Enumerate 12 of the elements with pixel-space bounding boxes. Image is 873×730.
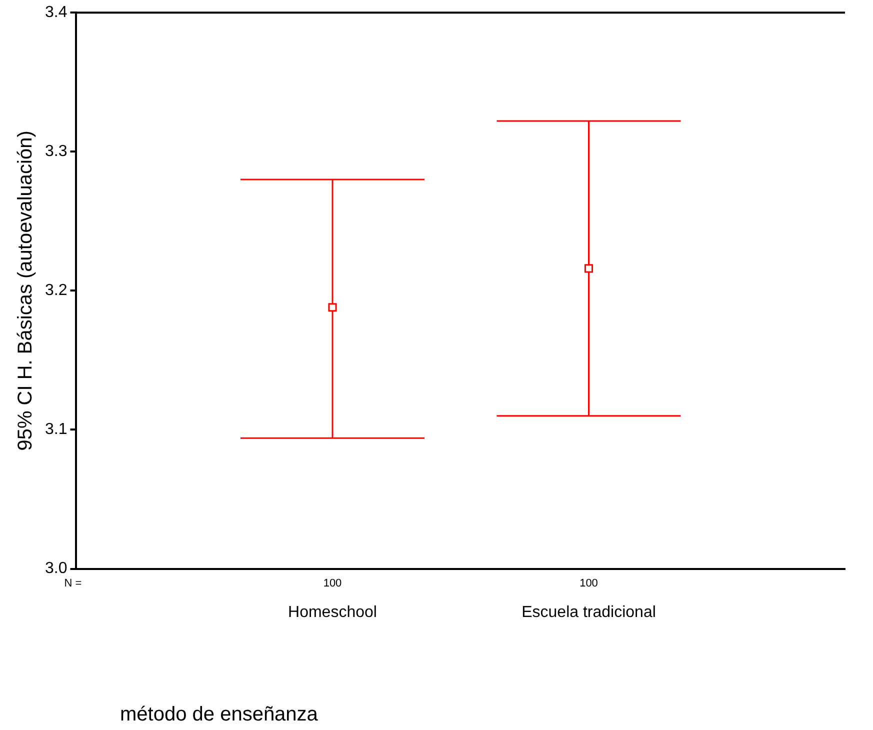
y-tick-label: 3.1 (44, 421, 68, 438)
x-axis-title: método de enseñanza (120, 704, 319, 726)
y-tick-label: 3.0 (44, 560, 68, 578)
y-tick-label: 3.3 (44, 143, 68, 160)
y-tick-label: 3.4 (44, 4, 68, 22)
text: N = (64, 577, 82, 590)
text: 100 (323, 577, 342, 590)
y-axis-title: 95% CI H. Básicas (autoevaluación) (14, 130, 37, 451)
x-tick-label: Homeschool (288, 604, 377, 621)
x-tick-label: Escuela tradicional (522, 604, 656, 621)
text: 100 (580, 577, 598, 590)
y-tick-label: 3.2 (44, 282, 68, 300)
